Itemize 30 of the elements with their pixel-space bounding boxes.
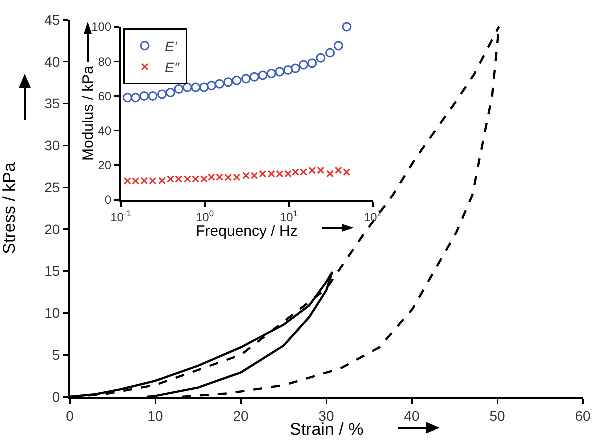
y-tick-label: 45 — [44, 12, 60, 28]
x-tick-label: 60 — [575, 408, 591, 424]
x-tick-label: 0 — [66, 408, 74, 424]
x-tick-label: 50 — [490, 408, 506, 424]
legend-label: E' — [165, 38, 178, 54]
y-tick-label: 40 — [98, 124, 112, 138]
y-tick-label: 20 — [98, 158, 112, 173]
y-tick-label: 15 — [44, 263, 60, 280]
x-tick-label: 40 — [404, 408, 420, 424]
x-tick-label: 10 — [148, 408, 164, 424]
y-tick-label: 25 — [44, 179, 60, 196]
x-axis-title: Frequency / Hz — [196, 223, 298, 240]
x-tick-label: 20 — [233, 408, 249, 424]
x-tick-label: 10$^{1}$ — [280, 208, 298, 224]
y-tick-label: 100 — [92, 20, 112, 34]
y-tick-label: 60 — [98, 89, 112, 104]
y-tick-label: 20 — [44, 221, 60, 238]
y-tick-label: 5 — [52, 347, 60, 364]
y-axis-title: Stress / kPa — [0, 162, 19, 254]
legend-label: E" — [165, 59, 180, 76]
y-tick-label: 40 — [44, 54, 60, 70]
y-tick-label: 30 — [44, 138, 60, 154]
x-tick-label: 10$^{0}$ — [196, 208, 214, 224]
x-tick-label: 10$^{-1}$ — [110, 208, 132, 224]
y-tick-label: 0 — [104, 193, 112, 208]
y-tick-label: 10 — [44, 305, 60, 322]
y-tick-label: 35 — [44, 96, 60, 112]
y-tick-label: 0 — [52, 388, 60, 405]
y-axis-title: Modulus / kPa — [80, 65, 97, 162]
y-tick-label: 80 — [98, 54, 112, 69]
